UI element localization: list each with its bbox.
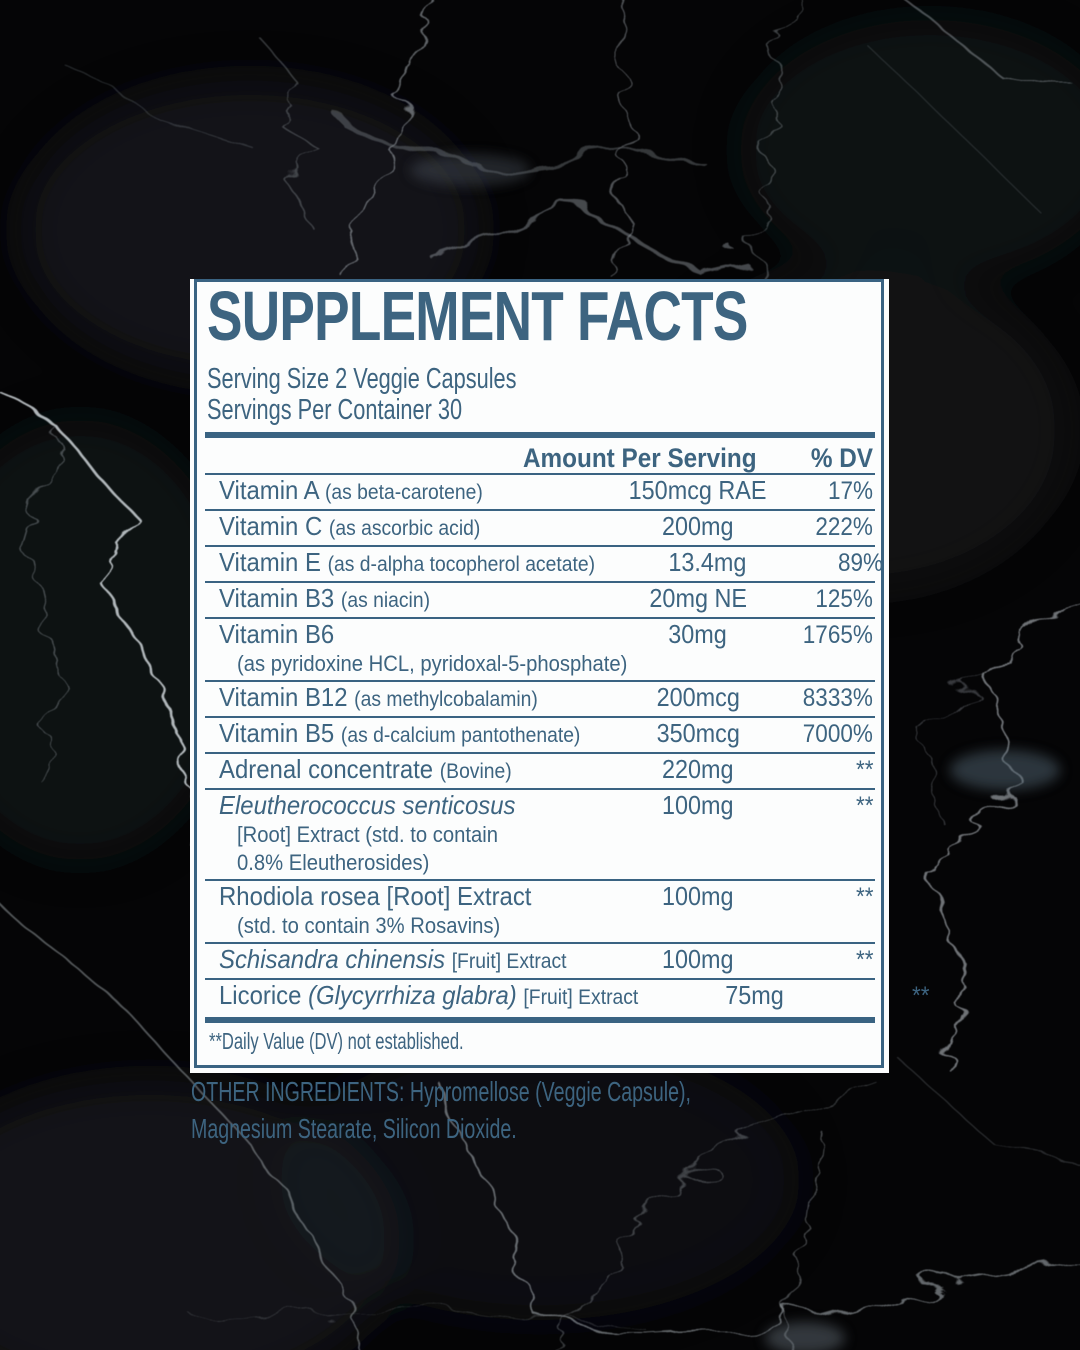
table-row: Vitamin B3 (as niacin) 20mg NE 125% — [205, 581, 875, 617]
amount-value: 350mcg — [656, 718, 740, 748]
ingredient-name: Vitamin B12 (as methylcobalamin) — [219, 682, 538, 712]
dv-column-header: % DV — [810, 443, 873, 473]
amount-value: 100mg — [662, 790, 734, 820]
dv-value: 222% — [815, 513, 873, 541]
ingredient-subtext: (std. to contain 3% Rosavins) — [237, 913, 501, 938]
footnote-line: **Daily Value (DV) not established. — [205, 1023, 875, 1065]
dv-value: ** — [855, 946, 873, 974]
amount-value: 150mcg RAE — [629, 475, 767, 505]
table-row: Vitamin E (as d-alpha tocopherol acetate… — [205, 545, 883, 581]
amount-value: 75mg — [725, 980, 785, 1010]
ingredient-name: Vitamin B6 — [219, 619, 335, 649]
marble-highlights — [410, 154, 1060, 1350]
table-row: Licorice (Glycyrrhiza glabra) [Fruit] Ex… — [205, 978, 930, 1014]
facts-rows: Vitamin A (as beta-carotene) 150mcg RAE 17… — [205, 473, 930, 1014]
ingredient-subtext: [Root] Extract (std. to contain — [237, 822, 498, 847]
dv-value: 8333% — [802, 684, 873, 712]
amount-value: 100mg — [662, 881, 734, 911]
dv-value: ** — [855, 792, 873, 820]
dv-value: 125% — [815, 585, 873, 613]
ingredient-name: Schisandra chinensis [Fruit] Extract — [219, 944, 567, 974]
ingredient-name: Licorice (Glycyrrhiza glabra) [Fruit] Ex… — [219, 980, 639, 1010]
table-row: Eleutherococcus senticosus 100mg ** [Root] … — [205, 788, 875, 879]
serving-size: Serving Size 2 Veggie Capsules — [207, 363, 517, 395]
amount-column-header: Amount Per Serving — [523, 443, 757, 473]
table-row: Vitamin B5 (as d-calcium pantothenate) 35… — [205, 716, 875, 752]
header-divider — [205, 432, 875, 438]
dv-value: ** — [912, 982, 930, 1010]
dv-value: 89% — [837, 549, 883, 577]
amount-value: 220mg — [662, 754, 734, 784]
dv-value: 17% — [827, 477, 873, 505]
serving-size-line: Serving Size 2 Veggie Capsules — [207, 363, 875, 397]
amount-value: 20mg NE — [649, 583, 747, 613]
dv-footnote: **Daily Value (DV) not established. — [209, 1028, 464, 1054]
footnote-divider — [205, 1017, 875, 1023]
ingredient-name: Vitamin E (as d-alpha tocopherol acetate… — [219, 547, 596, 577]
table-row: Schisandra chinensis [Fruit] Extract 100m… — [205, 942, 875, 978]
dv-value: 1765% — [802, 621, 873, 649]
ingredient-name: Vitamin A (as beta-carotene) — [219, 475, 483, 505]
servings-per-container-line: Servings Per Container 30 — [207, 394, 875, 428]
amount-value: 200mcg — [656, 682, 740, 712]
servings-per-container: Servings Per Container 30 — [207, 394, 463, 426]
ingredient-name: Eleutherococcus senticosus — [219, 790, 516, 820]
table-row: Vitamin B6 30mg 1765% (as pyridoxine HCL, p… — [205, 617, 875, 680]
other-ingredients: OTHER INGREDIENTS: Hypromellose (Veggie … — [191, 1076, 889, 1150]
amount-value: 200mg — [662, 511, 734, 541]
dv-value: ** — [855, 883, 873, 911]
ingredient-subtext: 0.8% Eleutherosides) — [237, 850, 430, 875]
other-ingredients-line2: Magnesium Stearate, Silicon Dioxide. — [191, 1113, 517, 1144]
amount-value: 30mg — [668, 619, 728, 649]
table-row: Rhodiola rosea [Root] Extract 100mg ** (std… — [205, 879, 875, 942]
dv-value: ** — [855, 756, 873, 784]
table-row: Adrenal concentrate (Bovine) 220mg ** — [205, 752, 875, 788]
other-ingredients-line: Magnesium Stearate, Silicon Dioxide. — [191, 1113, 889, 1150]
ingredient-name: Rhodiola rosea [Root] Extract — [219, 881, 532, 911]
amount-value: 100mg — [662, 944, 734, 974]
other-ingredients-line1: OTHER INGREDIENTS: Hypromellose (Veggie … — [191, 1076, 691, 1107]
supplement-facts-box: SUPPLEMENT FACTS Serving Size 2 Veggie C… — [194, 277, 930, 1068]
table-row: Vitamin A (as beta-carotene) 150mcg RAE 17… — [205, 473, 875, 509]
amount-value: 13.4mg — [668, 547, 747, 577]
facts-title: SUPPLEMENT FACTS — [207, 277, 748, 355]
ingredient-name: Vitamin B3 (as niacin) — [219, 583, 431, 613]
ingredient-name: Vitamin B5 (as d-calcium pantothenate) — [219, 718, 581, 748]
supplement-label-panel: SUPPLEMENT FACTS Serving Size 2 Veggie C… — [190, 277, 930, 1144]
dv-value: 7000% — [802, 720, 873, 748]
column-header-row: Amount Per Serving % DV — [205, 438, 875, 473]
table-row: Vitamin B12 (as methylcobalamin) 200mcg 83… — [205, 680, 875, 716]
title-line: SUPPLEMENT FACTS — [207, 277, 875, 366]
ingredient-name: Vitamin C (as ascorbic acid) — [219, 511, 481, 541]
ingredient-name: Adrenal concentrate (Bovine) — [219, 754, 512, 784]
table-row: Vitamin C (as ascorbic acid) 200mg 222% — [205, 509, 875, 545]
other-ingredients-line: OTHER INGREDIENTS: Hypromellose (Veggie … — [191, 1076, 889, 1113]
ingredient-subtext: (as pyridoxine HCL, pyridoxal-5-phosphat… — [237, 651, 628, 676]
